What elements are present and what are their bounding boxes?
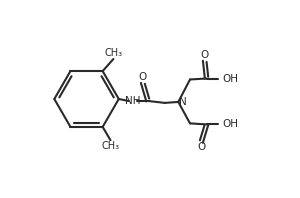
Text: OH: OH: [223, 73, 238, 84]
Text: O: O: [200, 50, 209, 60]
Text: CH₃: CH₃: [102, 141, 120, 151]
Text: N: N: [179, 97, 187, 107]
Text: O: O: [197, 142, 205, 152]
Text: CH₃: CH₃: [105, 48, 123, 58]
Text: NH: NH: [125, 96, 141, 106]
Text: OH: OH: [223, 119, 238, 129]
Text: O: O: [139, 72, 147, 82]
